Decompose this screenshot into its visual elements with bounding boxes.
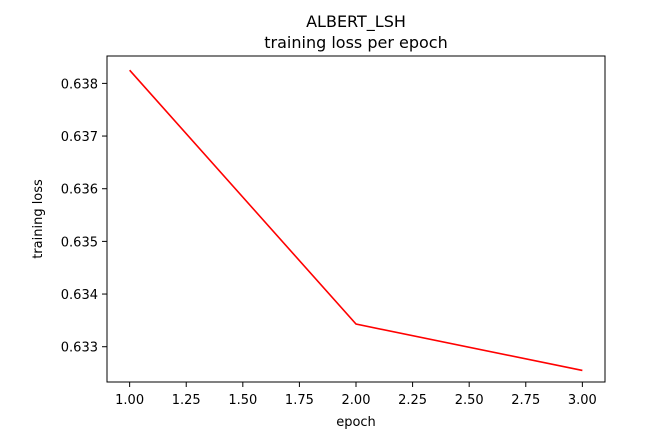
chart-title: ALBERT_LSH [306, 12, 406, 32]
x-axis: 1.00 1.25 1.50 1.75 2.00 2.25 2.50 2.75 3.00 [115, 382, 597, 408]
plot-frame [106, 55, 606, 383]
y-tick-label: 0.635 [61, 235, 98, 250]
x-tick-label: 2.25 [398, 393, 427, 408]
y-axis-label: training loss [31, 179, 46, 259]
chart-subtitle: training loss per epoch [264, 33, 447, 52]
x-tick-label: 1.25 [172, 393, 201, 408]
x-tick-label: 1.75 [285, 393, 314, 408]
x-tick-label: 2.50 [455, 393, 484, 408]
y-tick-label: 0.637 [61, 130, 98, 145]
x-tick-label: 2.00 [342, 393, 371, 408]
x-axis-label: epoch [336, 415, 376, 430]
x-tick-label: 2.75 [511, 393, 540, 408]
y-tick-label: 0.634 [61, 288, 98, 303]
y-tick-label: 0.638 [61, 77, 98, 92]
y-tick-label: 0.633 [61, 341, 98, 356]
x-tick-label: 3.00 [568, 393, 597, 408]
x-tick-label: 1.50 [228, 393, 257, 408]
y-axis: 0.633 0.634 0.635 0.636 0.637 0.638 [61, 77, 107, 356]
series-line-0 [129, 69, 583, 372]
y-tick-label: 0.636 [61, 183, 98, 198]
x-tick-label: 1.00 [115, 393, 144, 408]
series-layer [129, 69, 583, 372]
